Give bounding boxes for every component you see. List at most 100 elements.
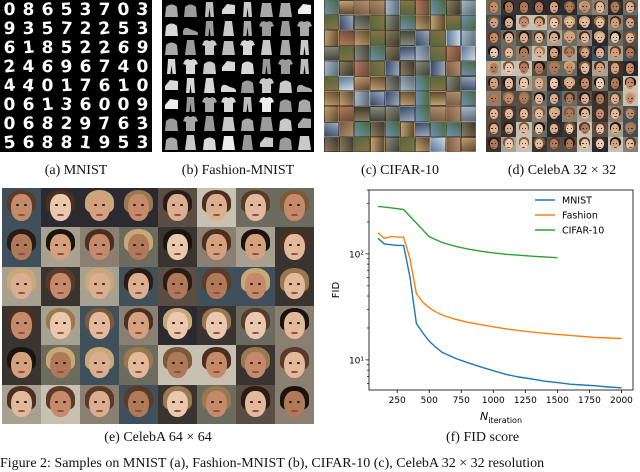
cifar-sample (415, 15, 431, 31)
celeba32-face (561, 91, 578, 107)
mnist-digit: 3 (135, 112, 150, 135)
fashion-item (238, 0, 257, 19)
mnist-digit: 1 (59, 75, 74, 96)
celeba32-face (577, 15, 593, 31)
cifar-sample (369, 91, 385, 107)
x-axis-label: Niteration (480, 410, 522, 425)
celeba32-face (592, 0, 608, 16)
fashion-item (295, 0, 314, 19)
cifar-sample (445, 0, 461, 16)
celeba32-face (592, 106, 608, 122)
celeba32-face (577, 91, 593, 107)
cifar-sample (415, 106, 431, 122)
cifar-sample (354, 60, 370, 76)
mnist-digit: 2 (2, 55, 17, 78)
fashion-item (238, 95, 257, 114)
fashion-item (162, 0, 181, 19)
celeba64-face (197, 188, 236, 228)
celeba64-face (236, 345, 275, 385)
mnist-digit: 6 (40, 0, 55, 21)
celeba32-face (607, 91, 623, 107)
cifar-sample (339, 91, 355, 107)
celeba32-face (531, 0, 547, 16)
celeba32-face (622, 91, 638, 107)
fashion-item (257, 95, 276, 114)
celeba32-face (486, 0, 502, 16)
fashion-item (162, 76, 181, 95)
mnist-digit: 7 (98, 56, 111, 77)
fashion-item (181, 133, 200, 152)
mnist-digit: 6 (22, 113, 35, 134)
fashion-item (162, 95, 181, 114)
celeba64-face (41, 266, 80, 306)
celeba64-face (236, 305, 275, 346)
fashion-item (162, 57, 181, 76)
celeba64-face (119, 227, 158, 267)
cifar-sample (384, 30, 400, 46)
mnist-digit: 3 (136, 132, 149, 152)
cifar-sample (369, 106, 385, 122)
celeba32-face (561, 60, 578, 76)
cifar-sample (430, 136, 446, 152)
cifar-sample (430, 121, 446, 137)
celeba32-face (607, 15, 623, 31)
celeba64-face (275, 188, 314, 228)
mnist-digit: 4 (21, 74, 36, 97)
cifar-sample (415, 75, 431, 92)
celeba64-face (80, 227, 119, 267)
celeba32-face (577, 45, 593, 61)
celeba32-face (501, 60, 517, 76)
fashion-item (257, 133, 276, 152)
fashion-item (276, 114, 295, 133)
celeba32-face (607, 106, 623, 122)
fashion-item (295, 57, 314, 76)
cifar-sample (354, 75, 370, 92)
celeba32-face (607, 0, 623, 16)
cifar-sample (384, 121, 400, 137)
cifar-sample (460, 0, 476, 16)
celeba64-face (197, 384, 236, 424)
cifar-sample (354, 45, 370, 61)
celeba64-face (275, 345, 314, 385)
mnist-digit: 7 (98, 0, 111, 20)
celeba64-face (197, 266, 236, 306)
fashion-item (238, 114, 257, 133)
cifar-sample (369, 15, 385, 31)
fashion-item (181, 38, 200, 57)
mnist-digit: 9 (135, 94, 150, 115)
mnist-digit: 6 (22, 94, 35, 115)
celeba64-face (275, 227, 314, 267)
mnist-digit: 0 (41, 75, 54, 96)
celeba32-face (577, 0, 593, 16)
celeba32-face (577, 121, 593, 137)
cifar-sample (339, 75, 355, 92)
celeba64-face (158, 305, 197, 346)
cifar-sample (324, 15, 340, 31)
celeba64-face (41, 345, 80, 385)
fashion-item (257, 38, 276, 57)
mnist-digit: 5 (117, 132, 130, 152)
celeba32-face (516, 60, 532, 76)
y-tick-label: 10² (349, 250, 364, 260)
fashion-item (238, 57, 257, 76)
cifar-sample (384, 106, 400, 122)
cifar-sample (415, 0, 431, 16)
celeba32-face (622, 75, 638, 92)
fashion-item (162, 133, 181, 152)
celeba64-face (2, 305, 41, 346)
y-axis-label: FID (331, 282, 342, 299)
celeba32-face (592, 121, 608, 137)
fashion-item (162, 114, 181, 133)
mnist-digit: 1 (78, 131, 93, 152)
fashion-item (276, 76, 295, 95)
celeba64-face (41, 188, 80, 228)
fashion-item (295, 19, 314, 38)
mnist-digit: 4 (117, 56, 130, 77)
celeba32-face (546, 15, 562, 31)
cifar-sample (445, 30, 461, 46)
celeba64-face (236, 266, 275, 306)
mnist-digit: 5 (2, 131, 17, 152)
cifar-sample (460, 45, 476, 61)
mnist-digit: 4 (22, 56, 35, 77)
cifar-sample (324, 91, 340, 107)
